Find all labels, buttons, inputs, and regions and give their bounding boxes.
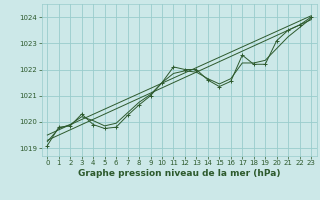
X-axis label: Graphe pression niveau de la mer (hPa): Graphe pression niveau de la mer (hPa) xyxy=(78,169,280,178)
